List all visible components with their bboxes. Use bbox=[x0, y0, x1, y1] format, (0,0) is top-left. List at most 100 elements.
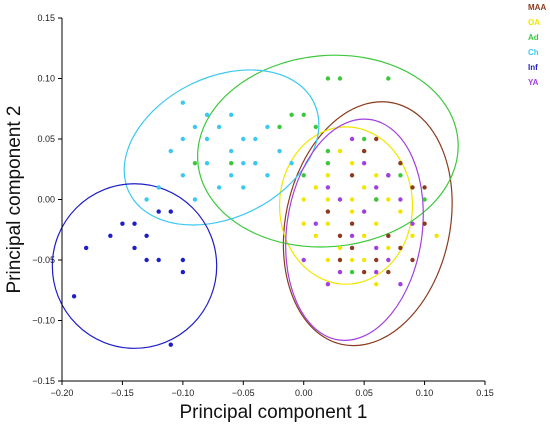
legend-label-inf: Inf bbox=[528, 63, 538, 72]
point-ch bbox=[180, 173, 186, 178]
point-inf bbox=[156, 209, 161, 214]
point-ch bbox=[192, 124, 198, 130]
point-ya bbox=[301, 257, 306, 263]
point-ya bbox=[410, 221, 415, 226]
x-tick-label: −0.15 bbox=[111, 388, 134, 398]
point-oa bbox=[349, 161, 355, 166]
y-tick-label: 0.00 bbox=[37, 195, 55, 205]
point-maa bbox=[410, 185, 415, 190]
point-ch bbox=[192, 197, 198, 202]
point-ad bbox=[361, 136, 367, 142]
point-oa bbox=[434, 233, 439, 238]
point-ad bbox=[422, 197, 427, 202]
y-tick-label: 0.10 bbox=[37, 74, 55, 84]
point-oa bbox=[313, 185, 318, 190]
point-ch bbox=[216, 185, 222, 190]
point-oa bbox=[374, 282, 379, 287]
point-ch bbox=[216, 124, 222, 130]
point-ad bbox=[301, 112, 306, 118]
point-ya bbox=[349, 233, 355, 238]
point-oa bbox=[349, 257, 355, 263]
point-oa bbox=[410, 233, 415, 238]
legend: MAA OA Ad Ch Inf YA bbox=[528, 3, 546, 87]
point-ch bbox=[204, 161, 210, 166]
x-tick-label: −0.20 bbox=[51, 388, 74, 398]
point-oa bbox=[398, 209, 403, 214]
point-inf bbox=[180, 257, 186, 263]
point-maa bbox=[361, 269, 367, 275]
point-inf bbox=[144, 233, 149, 238]
point-ad bbox=[229, 161, 234, 166]
point-oa bbox=[374, 221, 379, 226]
point-maa bbox=[349, 173, 355, 178]
x-tick-label: 0.10 bbox=[416, 388, 434, 398]
point-maa bbox=[374, 136, 379, 142]
ellipse-inf bbox=[51, 183, 218, 349]
point-ch bbox=[229, 148, 234, 154]
point-ch bbox=[168, 148, 173, 154]
legend-label-ch: Ch bbox=[528, 48, 539, 57]
point-ad bbox=[398, 173, 403, 178]
legend-label-ad: Ad bbox=[528, 33, 539, 42]
point-inf bbox=[168, 342, 173, 347]
point-oa bbox=[349, 197, 355, 202]
point-oa bbox=[386, 197, 391, 202]
point-oa bbox=[337, 245, 343, 251]
point-maa bbox=[374, 257, 379, 263]
y-tick-label: −0.05 bbox=[32, 255, 55, 265]
point-ch bbox=[241, 161, 246, 166]
point-ya bbox=[361, 209, 367, 214]
legend-label-ya: YA bbox=[528, 78, 539, 87]
ellipse-ya bbox=[285, 118, 424, 341]
point-ch bbox=[265, 124, 270, 130]
y-tick-label: −0.15 bbox=[32, 376, 55, 386]
point-ad bbox=[301, 173, 306, 178]
point-maa bbox=[410, 257, 415, 263]
point-ya bbox=[361, 161, 367, 166]
x-tick-label: −0.05 bbox=[232, 388, 255, 398]
x-axis-title: Principal component 1 bbox=[180, 402, 368, 423]
point-oa bbox=[349, 209, 355, 214]
x-tick-label: 0.15 bbox=[476, 388, 494, 398]
legend-label-maa: MAA bbox=[528, 3, 546, 12]
point-ch bbox=[253, 161, 258, 166]
point-maa bbox=[422, 185, 427, 190]
point-ch bbox=[229, 173, 234, 178]
point-ch bbox=[144, 197, 149, 202]
point-ch bbox=[204, 112, 210, 118]
point-oa bbox=[325, 257, 331, 263]
point-ad bbox=[289, 112, 294, 118]
point-oa bbox=[301, 197, 306, 202]
point-ya bbox=[337, 197, 343, 202]
point-ch bbox=[180, 100, 186, 105]
point-ad bbox=[349, 269, 355, 275]
point-oa bbox=[386, 245, 391, 251]
point-oa bbox=[325, 197, 331, 202]
ellipse-oa bbox=[278, 126, 414, 285]
point-ch bbox=[277, 148, 282, 154]
point-ya bbox=[386, 173, 391, 178]
point-maa bbox=[337, 257, 343, 263]
y-tick-label: −0.10 bbox=[32, 316, 55, 326]
point-oa bbox=[301, 221, 306, 226]
point-inf bbox=[132, 221, 137, 226]
point-inf bbox=[156, 257, 161, 263]
point-ad bbox=[325, 76, 331, 81]
point-maa bbox=[349, 245, 355, 251]
point-ch bbox=[241, 185, 246, 190]
point-maa bbox=[337, 233, 343, 238]
point-maa bbox=[422, 221, 427, 226]
point-ad bbox=[374, 197, 379, 202]
point-oa bbox=[325, 221, 331, 226]
point-ad bbox=[337, 76, 343, 81]
confidence-ellipses bbox=[51, 54, 459, 349]
point-ad bbox=[313, 124, 318, 130]
point-ya bbox=[386, 257, 391, 263]
ellipse-ch bbox=[123, 69, 320, 226]
point-inf bbox=[180, 269, 186, 275]
x-tick-label: 0.05 bbox=[355, 388, 373, 398]
point-maa bbox=[361, 148, 367, 154]
point-oa bbox=[325, 173, 331, 178]
x-ticks: −0.20 −0.15 −0.10 −0.05 0.00 0.05 0.10 0.15 bbox=[51, 381, 494, 398]
point-ya bbox=[337, 269, 343, 275]
